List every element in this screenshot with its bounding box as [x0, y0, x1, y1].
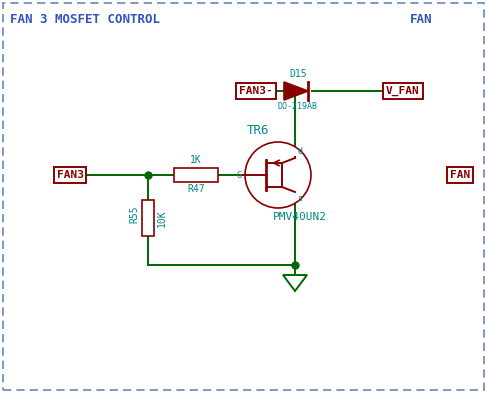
Text: TR6: TR6: [247, 124, 269, 137]
Circle shape: [245, 142, 311, 208]
Text: FAN3: FAN3: [56, 170, 83, 180]
Text: FAN: FAN: [450, 170, 470, 180]
Bar: [174, 168, 218, 182]
Text: DO-219AB: DO-219AB: [278, 102, 318, 111]
Polygon shape: [284, 82, 308, 100]
Polygon shape: [283, 275, 307, 291]
Text: s: s: [297, 194, 302, 203]
Text: PMV40UN2: PMV40UN2: [273, 212, 327, 222]
Text: 1K: 1K: [190, 155, 202, 165]
Bar: [142, 200, 154, 236]
Text: V_FAN: V_FAN: [386, 86, 420, 96]
Text: FAN3-: FAN3-: [239, 86, 273, 96]
Text: R55: R55: [129, 205, 139, 223]
Text: G: G: [237, 171, 242, 180]
Text: FAN: FAN: [410, 13, 432, 26]
Text: FAN 3 MOSFET CONTROL: FAN 3 MOSFET CONTROL: [10, 13, 160, 26]
Text: D15: D15: [289, 69, 307, 79]
Text: R47: R47: [187, 184, 205, 194]
Text: d: d: [297, 147, 302, 156]
Text: 10K: 10K: [157, 209, 167, 227]
